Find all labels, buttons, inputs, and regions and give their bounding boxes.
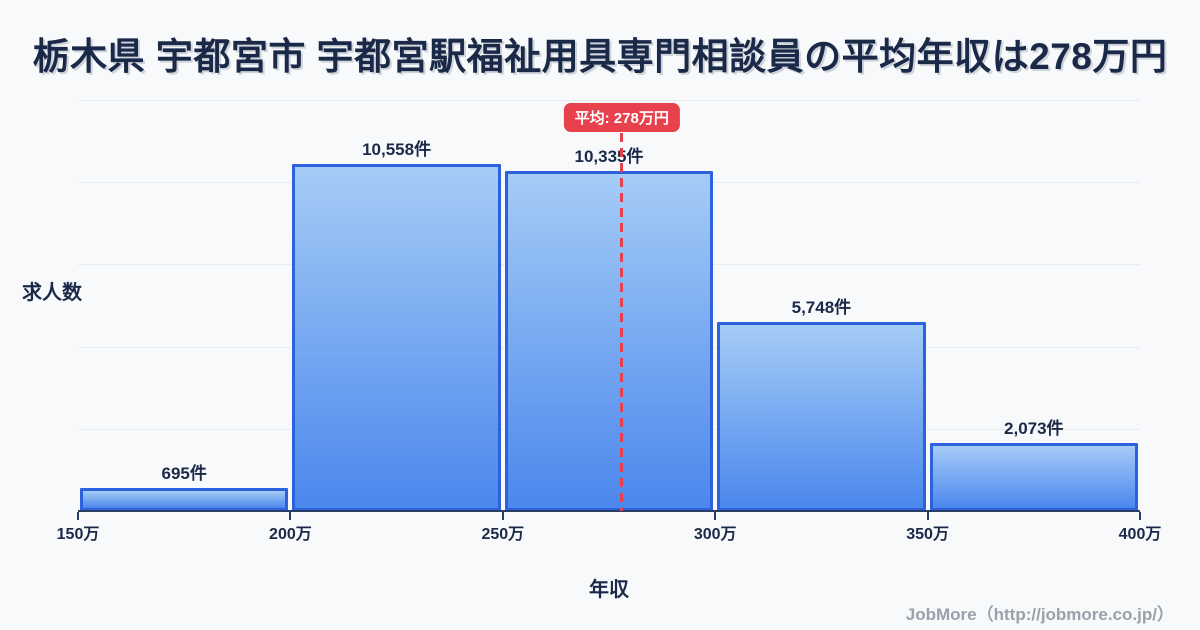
bar (80, 488, 289, 511)
x-axis-tick (1139, 512, 1141, 520)
average-line (620, 133, 624, 511)
bar-value-label: 10,335件 (574, 147, 644, 167)
x-tick-label: 200万 (269, 526, 312, 543)
x-axis-title: 年収 (589, 579, 629, 601)
x-axis-tick (77, 512, 79, 520)
x-tick-label: 300万 (693, 526, 737, 543)
x-axis-tick (714, 512, 717, 520)
bar-value-label: 2,073件 (1004, 418, 1064, 438)
plot-area: 695件 10,558件 10,335件 5,748件 2,073件 (78, 100, 1140, 511)
bar (929, 442, 1138, 511)
x-axis-tick (926, 512, 929, 520)
y-axis-title: 求人数 (22, 282, 82, 304)
x-tick-label: 400万 (1118, 526, 1162, 543)
x-axis-line (78, 510, 1140, 512)
bar (717, 322, 926, 511)
footer-credit: JobMore（http://jobmore.co.jp/） (905, 605, 1174, 624)
bar-value-label: 10,558件 (362, 139, 432, 159)
gridline (78, 100, 1140, 101)
x-axis-tick (501, 512, 504, 520)
bar-value-label: 695件 (161, 464, 207, 484)
bar-value-label: 5,748件 (791, 298, 852, 318)
x-tick-label: 350万 (906, 526, 949, 543)
bar (504, 171, 714, 511)
chart-title: 栃木県 宇都宮市 宇都宮駅福祉用具専門相談員の平均年収は278万円 (32, 36, 1168, 77)
average-badge: 平均: 278万円 (563, 103, 680, 132)
x-tick-label: 150万 (56, 526, 100, 543)
x-axis-tick (289, 512, 292, 520)
bar (292, 163, 501, 511)
x-tick-label: 250万 (481, 526, 525, 543)
